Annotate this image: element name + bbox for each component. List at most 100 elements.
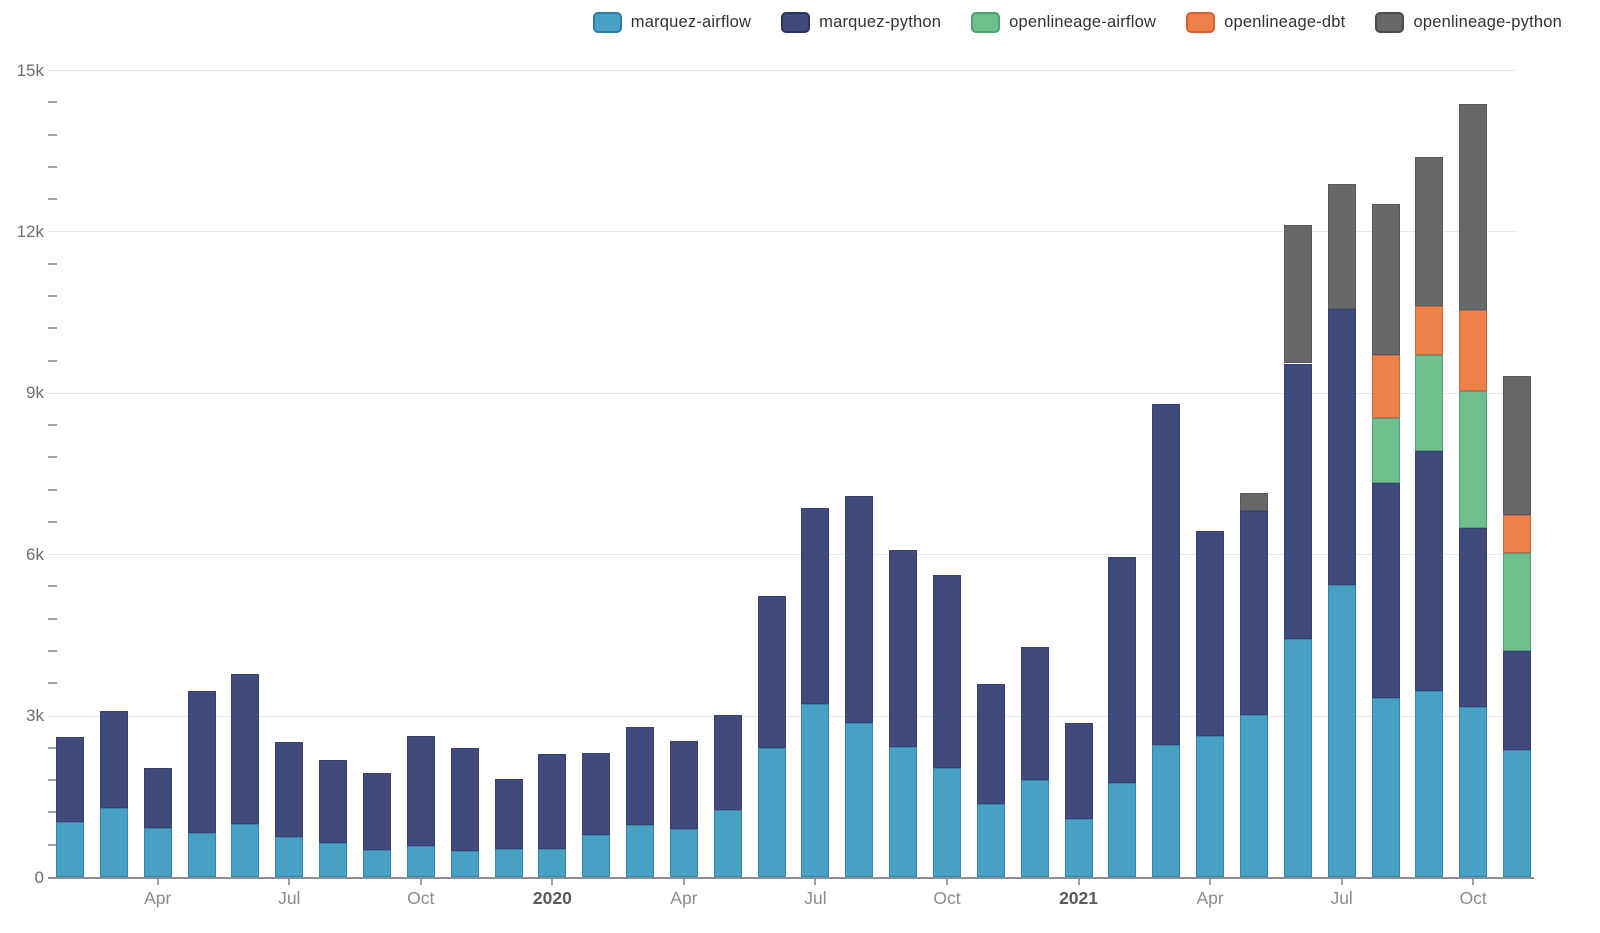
bar-segment-openlineage-python[interactable]: [1283, 224, 1312, 364]
bar-segment-marquez-airflow[interactable]: [143, 828, 172, 877]
bar-segment-marquez-airflow[interactable]: [669, 828, 698, 877]
bar-segment-marquez-python[interactable]: [450, 748, 479, 852]
y-minor-tick: [48, 294, 57, 297]
bar-segment-marquez-airflow[interactable]: [1064, 818, 1093, 877]
bar-segment-marquez-python[interactable]: [494, 778, 523, 849]
bar-segment-marquez-airflow[interactable]: [582, 835, 611, 877]
bar-segment-marquez-airflow[interactable]: [1503, 750, 1532, 877]
bar-segment-marquez-airflow[interactable]: [1239, 715, 1268, 877]
bar-segment-marquez-airflow[interactable]: [1196, 736, 1225, 877]
bar-segment-openlineage-python[interactable]: [1503, 375, 1532, 516]
x-axis-tick-label: Jul: [278, 888, 301, 908]
bar-segment-marquez-python[interactable]: [976, 683, 1005, 805]
bar-segment-marquez-airflow[interactable]: [231, 824, 260, 877]
bar-segment-marquez-python[interactable]: [1239, 510, 1268, 716]
bar-segment-marquez-airflow[interactable]: [1415, 691, 1444, 877]
bar-jul-2020: [801, 0, 830, 877]
bar-segment-marquez-python[interactable]: [319, 759, 348, 844]
bar-segment-marquez-python[interactable]: [626, 726, 655, 825]
bar-segment-marquez-airflow[interactable]: [450, 851, 479, 877]
bar-segment-marquez-airflow[interactable]: [362, 849, 391, 877]
bar-segment-marquez-airflow[interactable]: [713, 810, 742, 877]
bar-segment-marquez-python[interactable]: [1064, 722, 1093, 819]
bar-segment-marquez-python[interactable]: [933, 575, 961, 768]
bar-segment-marquez-airflow[interactable]: [1283, 639, 1312, 877]
bar-segment-marquez-python[interactable]: [845, 496, 874, 723]
bar-segment-openlineage-python[interactable]: [1239, 492, 1268, 511]
bar-segment-openlineage-dbt[interactable]: [1503, 515, 1532, 553]
bar-segment-marquez-python[interactable]: [1503, 650, 1532, 751]
bar-segment-openlineage-airflow[interactable]: [1371, 417, 1400, 484]
legend-item-marquez-python[interactable]: marquez-python: [781, 12, 941, 33]
bar-segment-marquez-python[interactable]: [362, 772, 391, 850]
bar-segment-marquez-python[interactable]: [187, 690, 216, 834]
bar-segment-marquez-python[interactable]: [275, 742, 304, 837]
bar-segment-marquez-python[interactable]: [1327, 309, 1356, 585]
bar-segment-openlineage-python[interactable]: [1371, 203, 1400, 355]
bar-segment-marquez-python[interactable]: [1108, 556, 1137, 783]
bar-segment-marquez-airflow[interactable]: [1152, 745, 1181, 877]
bar-segment-marquez-airflow[interactable]: [1371, 698, 1400, 877]
bar-segment-marquez-airflow[interactable]: [319, 843, 348, 877]
bar-segment-marquez-python[interactable]: [1459, 527, 1488, 707]
bar-segment-marquez-python[interactable]: [143, 768, 172, 829]
bar-segment-openlineage-python[interactable]: [1415, 156, 1444, 307]
bar-segment-openlineage-airflow[interactable]: [1459, 390, 1488, 528]
bar-segment-marquez-airflow[interactable]: [976, 804, 1005, 877]
bar-segment-marquez-airflow[interactable]: [56, 822, 84, 877]
bar-segment-marquez-airflow[interactable]: [187, 833, 216, 877]
x-axis-tick-label: Apr: [670, 888, 698, 908]
bar-segment-marquez-airflow[interactable]: [1020, 780, 1049, 877]
bar-segment-marquez-airflow[interactable]: [538, 849, 567, 877]
bar-segment-marquez-python[interactable]: [582, 753, 611, 836]
y-axis-tick-label: 15k: [16, 60, 44, 80]
legend-item-openlineage-python[interactable]: openlineage-python: [1375, 12, 1562, 33]
bar-segment-openlineage-python[interactable]: [1459, 104, 1488, 310]
bar-segment-marquez-python[interactable]: [231, 673, 260, 825]
bar-segment-marquez-python[interactable]: [713, 715, 742, 811]
bar-segment-marquez-airflow[interactable]: [889, 746, 918, 877]
bar-segment-marquez-python[interactable]: [1415, 451, 1444, 692]
y-minor-tick: [48, 456, 57, 459]
bar-segment-openlineage-dbt[interactable]: [1371, 354, 1400, 418]
bar-segment-marquez-python[interactable]: [538, 753, 567, 850]
bar-oct-2021: [1459, 0, 1488, 877]
bar-segment-marquez-python[interactable]: [406, 736, 435, 847]
bar-segment-marquez-airflow[interactable]: [757, 748, 786, 877]
bar-segment-marquez-airflow[interactable]: [406, 846, 435, 877]
bar-nov-2020: [976, 0, 1005, 877]
bar-segment-marquez-airflow[interactable]: [1459, 707, 1488, 877]
bar-segment-marquez-airflow[interactable]: [801, 704, 830, 877]
bar-segment-marquez-airflow[interactable]: [99, 807, 128, 877]
bar-segment-openlineage-airflow[interactable]: [1503, 552, 1532, 651]
bar-segment-marquez-python[interactable]: [669, 740, 698, 829]
bar-sep-2019: [362, 0, 391, 877]
bar-segment-marquez-python[interactable]: [99, 710, 128, 808]
bar-segment-openlineage-airflow[interactable]: [1415, 355, 1444, 452]
bar-segment-marquez-python[interactable]: [757, 595, 786, 749]
bar-segment-openlineage-python[interactable]: [1327, 183, 1356, 310]
bar-segment-marquez-python[interactable]: [56, 737, 84, 823]
bar-sep-2020: [889, 0, 918, 877]
bar-segment-marquez-python[interactable]: [1283, 363, 1312, 640]
bar-segment-marquez-python[interactable]: [889, 550, 918, 747]
bar-segment-marquez-airflow[interactable]: [494, 848, 523, 877]
bar-segment-openlineage-dbt[interactable]: [1459, 309, 1488, 391]
bar-segment-marquez-airflow[interactable]: [626, 824, 655, 877]
legend-item-marquez-airflow[interactable]: marquez-airflow: [592, 12, 751, 33]
bar-segment-marquez-airflow[interactable]: [275, 836, 304, 877]
bar-segment-marquez-airflow[interactable]: [845, 722, 874, 877]
bar-segment-marquez-airflow[interactable]: [1108, 782, 1137, 877]
bar-may-2020: [713, 0, 742, 877]
bar-segment-marquez-python[interactable]: [1371, 483, 1400, 699]
bar-segment-marquez-python[interactable]: [801, 508, 830, 705]
bar-segment-marquez-python[interactable]: [1152, 404, 1181, 746]
bar-segment-marquez-python[interactable]: [1020, 646, 1049, 781]
legend-item-openlineage-dbt[interactable]: openlineage-dbt: [1186, 12, 1345, 33]
bar-segment-openlineage-dbt[interactable]: [1415, 306, 1444, 356]
legend-item-openlineage-airflow[interactable]: openlineage-airflow: [971, 12, 1156, 33]
bar-segment-marquez-airflow[interactable]: [933, 767, 961, 877]
bar-segment-marquez-python[interactable]: [1196, 530, 1225, 737]
y-minor-tick: [48, 779, 57, 782]
bar-segment-marquez-airflow[interactable]: [1327, 584, 1356, 877]
